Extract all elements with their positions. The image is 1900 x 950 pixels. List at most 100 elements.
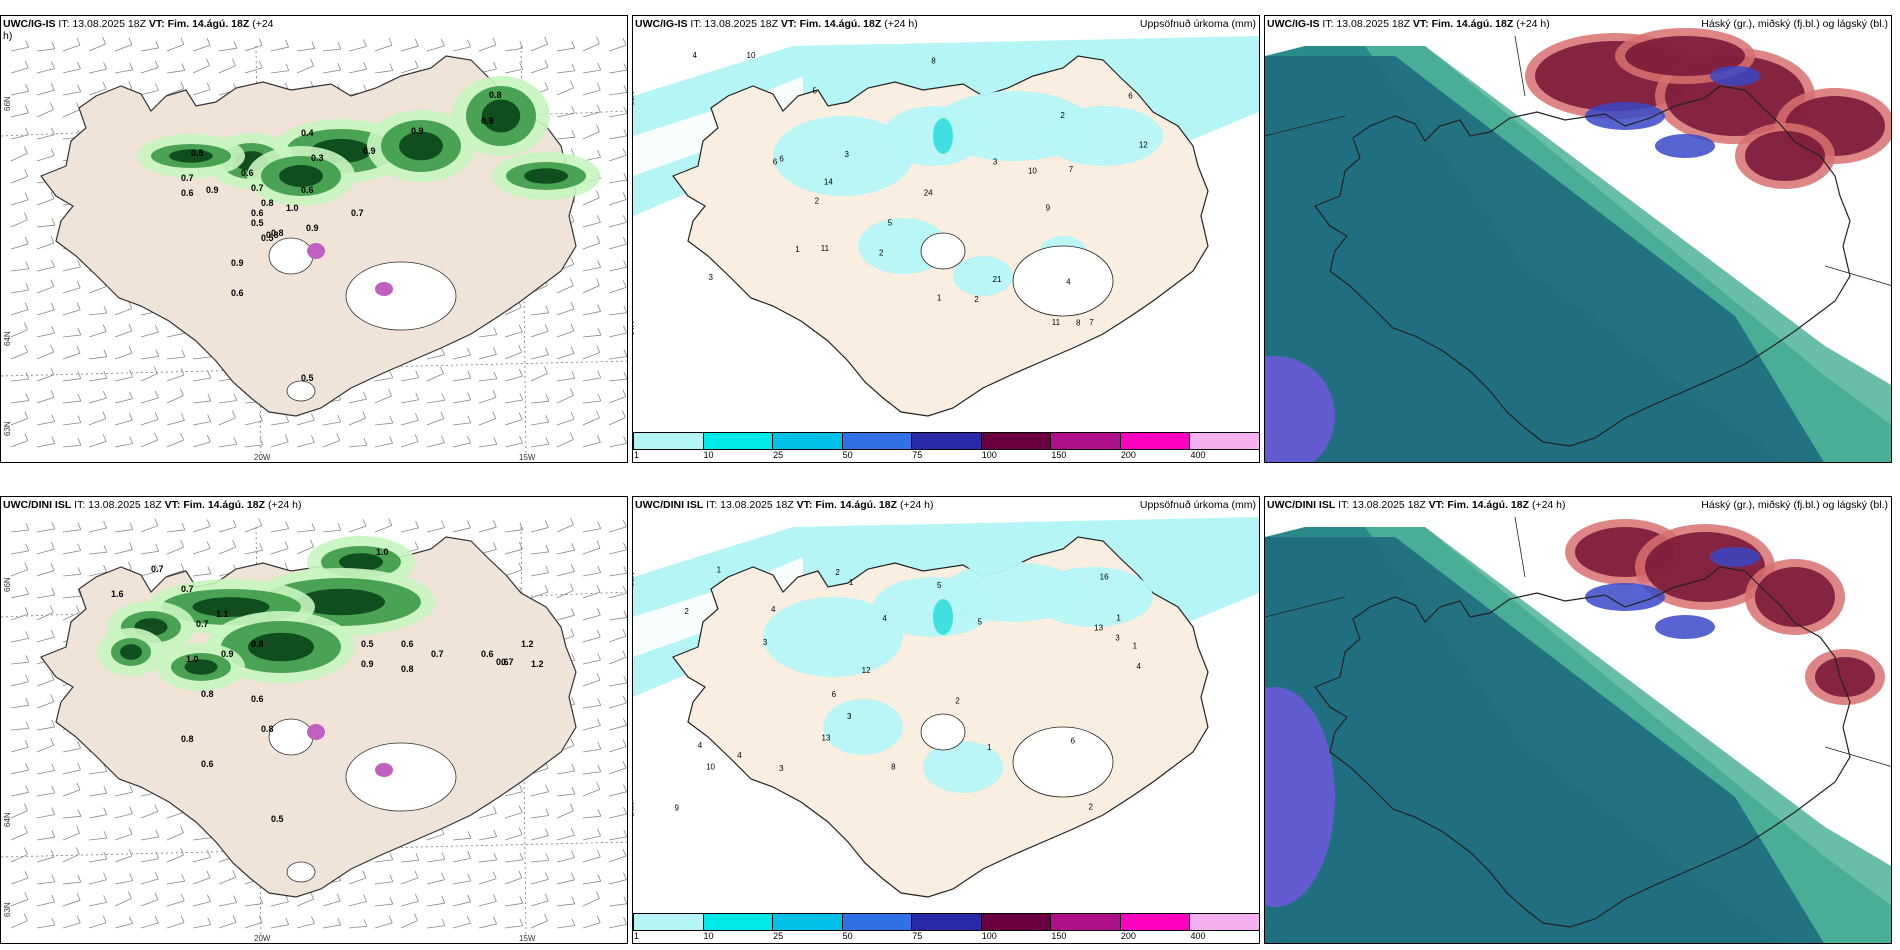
precip-value-label: 4: [698, 741, 703, 750]
wind-value-label: 0.8: [181, 734, 194, 744]
wind-value-label: 0.8: [261, 198, 274, 208]
precip-value-label: 1: [987, 743, 992, 752]
cloud-map: [1265, 16, 1891, 462]
wind-value-label: 0.6: [181, 188, 194, 198]
wind-value-label: 0.9: [361, 659, 374, 669]
precip-value-label: 12: [862, 666, 871, 675]
precip-value-label: 1: [717, 565, 722, 574]
precip-legend: 1 10 25 50 75 100 150 200 400: [633, 913, 1259, 943]
lat-label: 64N: [3, 331, 12, 346]
precip-value-label: 2: [1088, 802, 1093, 811]
wind-value-label: 0.7: [351, 208, 364, 218]
panel-title: UWC/DINI ISL IT: 13.08.2025 18Z VT: Fim.…: [3, 499, 302, 511]
legend-swatch: [702, 432, 774, 450]
lat-label: 63N: [3, 902, 12, 917]
precip-value-label: 1: [795, 245, 800, 254]
legend-swatch: [772, 913, 843, 931]
legend-swatch: [633, 913, 704, 931]
precip-value-label: 8: [891, 762, 896, 771]
glacier: [345, 261, 457, 331]
lat-label: 66N: [632, 91, 636, 106]
wind-value-label: 0.6: [481, 649, 494, 659]
precip-value-label: 8: [931, 56, 936, 65]
precip-value-label: 5: [813, 86, 818, 95]
precip-value-label: 9: [1046, 204, 1051, 213]
precip-value-label: 11: [821, 244, 830, 253]
precip-value-label: 2: [955, 696, 960, 705]
wind-value-label: 0.6: [201, 759, 214, 769]
precip-value-label: 3: [1115, 634, 1120, 643]
wind-value-label: 0.8: [271, 228, 284, 238]
lat-label: 64N: [632, 802, 636, 817]
cloud-map: [1265, 497, 1891, 943]
wind-value-label: 0.6: [496, 657, 509, 667]
wind-panel-bottom: UWC/DINI ISL IT: 13.08.2025 18Z VT: Fim.…: [0, 496, 628, 944]
legend-tick-label: 150: [1051, 931, 1067, 941]
legend-swatch: [772, 432, 843, 450]
legend-swatch: [633, 432, 704, 450]
wind-value-label: 0.9: [306, 223, 319, 233]
precip-value-label: 4: [1137, 662, 1142, 671]
wind-value-label: 0.5: [271, 814, 284, 824]
precip-value-label: 1: [849, 578, 854, 587]
wind-value-label: 0.7: [151, 564, 164, 574]
precip-value-label: 2: [1060, 111, 1065, 120]
glacier: [268, 237, 314, 275]
wind-value-label: 1.0: [376, 547, 389, 557]
legend-swatch: [1119, 913, 1191, 931]
precip-value-label: 6: [779, 155, 784, 164]
precip-value-label: 10: [1028, 167, 1037, 176]
wind-value-label: 0.6: [401, 639, 414, 649]
cloud-panel-top: UWC/IG-IS IT: 13.08.2025 18Z VT: Fim. 14…: [1264, 15, 1892, 463]
legend-swatch: [702, 913, 774, 931]
cloud-panel-bottom: UWC/DINI ISL IT: 13.08.2025 18Z VT: Fim.…: [1264, 496, 1892, 944]
wind-value-label: 0.7: [181, 584, 194, 594]
legend-tick-label: 200: [1120, 931, 1136, 941]
legend-swatch: [1189, 432, 1259, 450]
legend-tick-label: 10: [703, 450, 714, 460]
wind-value-label: 0.6: [231, 288, 244, 298]
legend-swatch: [1189, 913, 1259, 931]
precip-value-label: 2: [835, 568, 840, 577]
wind-value-label: 0.6: [241, 168, 254, 178]
legend-tick-label: 100: [981, 931, 997, 941]
legend-tick-label: 1: [634, 931, 640, 941]
legend-tick-label: 25: [773, 450, 784, 460]
wind-value-label: 0.8: [401, 664, 414, 674]
panel-variable: Uppsöfnuð úrkoma (mm): [1139, 499, 1256, 511]
legend-swatch: [911, 432, 982, 450]
glacier: [345, 742, 457, 812]
wind-value-label: 1.0: [286, 203, 299, 213]
legend-tick-label: 10: [703, 931, 714, 941]
lon-label: 15W: [519, 453, 536, 462]
glacier: [268, 718, 314, 756]
wind-value-label: 0.5: [261, 233, 274, 243]
wind-value-label: 0.8: [261, 724, 274, 734]
precip-value-label: 14: [824, 177, 833, 186]
wind-value-label: 1.2: [531, 659, 544, 669]
precip-value-label: 21: [993, 275, 1002, 284]
legend-tick-label: 150: [1051, 450, 1067, 460]
precip-value-label: 13: [822, 734, 831, 743]
lon-label: 15W: [519, 934, 536, 943]
precip-value-label: 1: [1116, 614, 1121, 623]
precip-value-label: 2: [684, 607, 689, 616]
wind-value-label: 0.7: [501, 657, 514, 667]
legend-tick-label: 400: [1190, 450, 1206, 460]
iceland-outline: [1314, 85, 1851, 447]
precip-value-label: 5: [937, 581, 942, 590]
legend-swatch: [980, 432, 1052, 450]
legend-swatch: [841, 432, 913, 450]
wind-value-label: 1.2: [521, 639, 534, 649]
lon-label: 20W: [254, 453, 271, 462]
precip-value-label: 3: [763, 638, 768, 647]
precip-value-label: 12: [1139, 140, 1148, 149]
precip-value-label: 5: [978, 618, 983, 627]
panel-variable: Háský (gr.), miðský (fj.bl.) og lágský (…: [1701, 499, 1888, 511]
lat-label: 64N: [3, 812, 12, 827]
precip-value-label: 5: [888, 218, 893, 227]
wind-map: 0.80.90.50.40.30.90.90.60.70.70.9 0.60.80…: [1, 36, 627, 457]
precip-value-label: 2: [815, 196, 820, 205]
wind-value-label: 0.6: [251, 208, 264, 218]
legend-tick-label: 75: [912, 450, 923, 460]
